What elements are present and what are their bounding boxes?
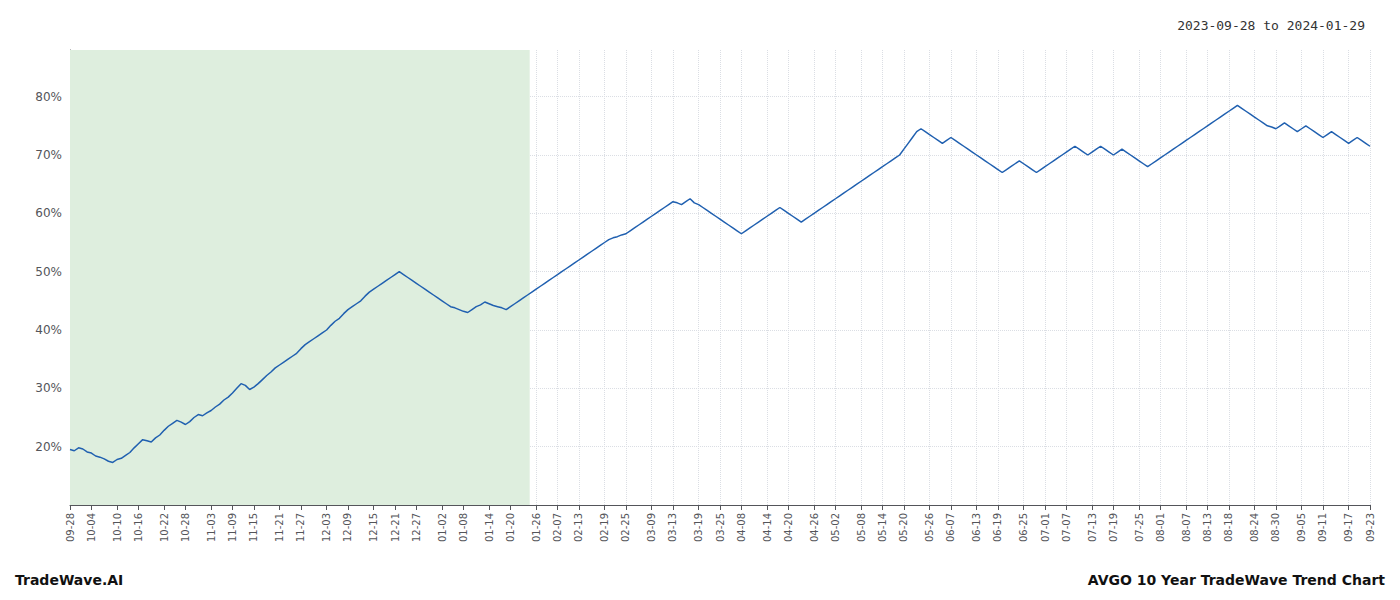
- svg-text:05-02: 05-02: [830, 513, 841, 542]
- svg-text:60%: 60%: [35, 206, 62, 220]
- svg-text:10-28: 10-28: [180, 513, 191, 542]
- svg-text:09-23: 09-23: [1365, 513, 1376, 542]
- svg-text:02-13: 02-13: [573, 513, 584, 542]
- svg-text:01-08: 01-08: [458, 513, 469, 542]
- svg-text:05-26: 05-26: [924, 513, 935, 542]
- svg-text:04-14: 04-14: [762, 513, 773, 542]
- svg-text:02-19: 02-19: [599, 513, 610, 542]
- svg-text:11-21: 11-21: [274, 513, 285, 542]
- svg-text:2023-09-28 to 2024-01-29: 2023-09-28 to 2024-01-29: [1177, 18, 1365, 33]
- svg-text:08-30: 08-30: [1270, 513, 1281, 542]
- svg-text:08-07: 08-07: [1181, 513, 1192, 542]
- svg-text:11-03: 11-03: [206, 513, 217, 542]
- svg-text:08-24: 08-24: [1249, 513, 1260, 542]
- svg-text:06-07: 06-07: [945, 513, 956, 542]
- svg-text:07-19: 07-19: [1108, 513, 1119, 542]
- svg-text:09-11: 09-11: [1317, 513, 1328, 542]
- svg-text:AVGO 10 Year TradeWave Trend C: AVGO 10 Year TradeWave Trend Chart: [1088, 572, 1386, 588]
- svg-text:02-07: 02-07: [552, 513, 563, 542]
- svg-text:11-15: 11-15: [248, 513, 259, 542]
- svg-text:12-15: 12-15: [368, 513, 379, 542]
- svg-text:04-26: 04-26: [809, 513, 820, 542]
- svg-text:01-14: 01-14: [484, 513, 495, 542]
- svg-text:12-03: 12-03: [321, 513, 332, 542]
- svg-text:03-09: 03-09: [646, 513, 657, 542]
- svg-text:70%: 70%: [35, 148, 62, 162]
- svg-text:04-20: 04-20: [783, 513, 794, 542]
- svg-text:02-25: 02-25: [620, 513, 631, 542]
- svg-text:06-25: 06-25: [1018, 513, 1029, 542]
- svg-text:07-13: 07-13: [1087, 513, 1098, 542]
- svg-text:10-22: 10-22: [159, 513, 170, 542]
- svg-text:10-16: 10-16: [133, 513, 144, 542]
- svg-text:01-02: 01-02: [437, 513, 448, 542]
- svg-text:03-19: 03-19: [693, 513, 704, 542]
- svg-text:05-20: 05-20: [898, 513, 909, 542]
- svg-text:12-21: 12-21: [390, 513, 401, 542]
- svg-text:09-05: 09-05: [1296, 513, 1307, 542]
- svg-text:01-20: 01-20: [505, 513, 516, 542]
- svg-text:20%: 20%: [35, 440, 62, 454]
- svg-text:09-17: 09-17: [1343, 513, 1354, 542]
- svg-text:50%: 50%: [35, 265, 62, 279]
- svg-text:04-08: 04-08: [736, 513, 747, 542]
- svg-text:06-13: 06-13: [971, 513, 982, 542]
- svg-text:80%: 80%: [35, 90, 62, 104]
- svg-text:TradeWave.AI: TradeWave.AI: [15, 572, 123, 588]
- svg-text:40%: 40%: [35, 323, 62, 337]
- svg-text:08-13: 08-13: [1202, 513, 1213, 542]
- svg-text:11-09: 11-09: [227, 513, 238, 542]
- svg-text:08-18: 08-18: [1223, 513, 1234, 542]
- svg-text:06-19: 06-19: [992, 513, 1003, 542]
- svg-text:07-01: 07-01: [1040, 513, 1051, 542]
- svg-text:05-14: 05-14: [877, 513, 888, 542]
- svg-text:10-04: 10-04: [86, 513, 97, 542]
- svg-text:08-01: 08-01: [1155, 513, 1166, 542]
- svg-text:03-25: 03-25: [715, 513, 726, 542]
- svg-text:03-13: 03-13: [667, 513, 678, 542]
- svg-text:30%: 30%: [35, 381, 62, 395]
- svg-text:12-27: 12-27: [411, 513, 422, 542]
- svg-text:09-28: 09-28: [65, 513, 76, 542]
- svg-text:05-08: 05-08: [856, 513, 867, 542]
- svg-text:07-07: 07-07: [1061, 513, 1072, 542]
- svg-text:12-09: 12-09: [342, 513, 353, 542]
- svg-text:10-10: 10-10: [112, 513, 123, 542]
- svg-text:11-27: 11-27: [295, 513, 306, 542]
- svg-text:07-25: 07-25: [1134, 513, 1145, 542]
- svg-text:01-26: 01-26: [531, 513, 542, 542]
